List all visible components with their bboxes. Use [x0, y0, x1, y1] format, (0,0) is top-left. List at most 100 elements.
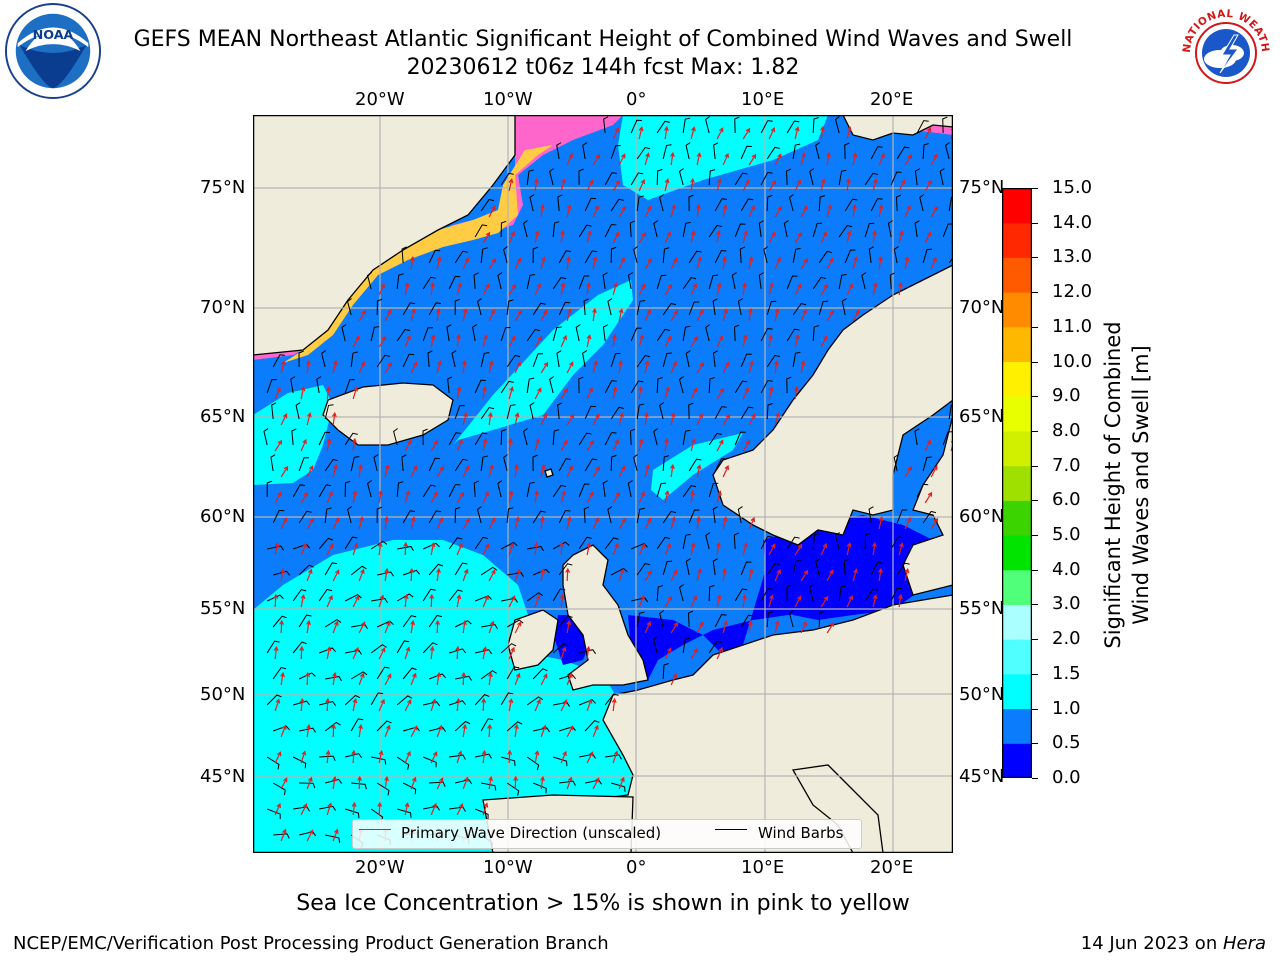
wind-barb: [500, 692, 514, 706]
wave-direction-arrow: [461, 359, 467, 374]
wind-barb: [532, 302, 546, 316]
wind-barb: [318, 647, 336, 654]
wave-direction-arrow: [612, 386, 618, 400]
wind-barb: [734, 431, 746, 446]
wave-direction-arrow: [514, 672, 521, 686]
wave-direction-arrow: [664, 283, 673, 296]
wave-direction-arrow: [800, 620, 807, 634]
wind-barb: [792, 351, 801, 368]
colorbar-tick-mark: [1032, 569, 1038, 571]
wave-direction-arrow: [404, 490, 410, 504]
wave-direction-arrow: [664, 647, 672, 660]
wave-direction-arrow: [592, 153, 601, 166]
wind-barb: [270, 454, 276, 472]
wave-direction-arrow: [332, 828, 339, 842]
wind-barb: [346, 298, 352, 316]
wind-barb: [818, 300, 829, 316]
wave-direction-arrow: [300, 438, 307, 452]
wave-direction-arrow: [403, 541, 409, 556]
wave-direction-arrow: [768, 179, 777, 192]
wind-barb: [682, 325, 691, 342]
lat-tick-right-45n: 45°N: [959, 766, 1005, 787]
colorbar-tick-mark: [1032, 188, 1038, 189]
wave-direction-arrow: [611, 333, 617, 348]
wave-direction-arrow: [845, 177, 851, 192]
wave-direction-arrow: [846, 230, 852, 244]
wind-barb: [422, 428, 428, 446]
wave-direction-arrow: [559, 593, 565, 608]
wave-direction-arrow: [462, 308, 468, 322]
wind-barb: [582, 142, 588, 160]
wave-direction-arrow: [819, 125, 825, 140]
wind-barb: [792, 143, 801, 160]
wind-barb: [506, 507, 514, 524]
wind-barb: [422, 484, 436, 498]
wave-direction-arrow: [305, 359, 311, 374]
wave-direction-arrow: [930, 205, 939, 218]
wind-barb: [682, 276, 697, 290]
wave-direction-arrow: [514, 309, 523, 322]
colorbar-segment: [1002, 604, 1032, 640]
wind-barb: [293, 700, 311, 706]
wave-direction-arrow: [462, 256, 470, 270]
wave-direction-arrow: [644, 360, 650, 374]
wind-barb: [630, 327, 642, 342]
wind-barb: [662, 510, 677, 524]
wind-barb: [345, 649, 362, 655]
wind-barb: [578, 275, 590, 290]
wave-direction-arrow: [585, 281, 591, 296]
lat-tick-right-75n: 75°N: [959, 177, 1005, 198]
wind-barb: [922, 510, 937, 524]
wave-direction-arrow: [507, 437, 513, 452]
wind-barb: [760, 380, 773, 394]
wind-barb: [712, 558, 718, 576]
wind-barb: [582, 350, 588, 368]
colorbar-segment: [1002, 361, 1032, 397]
wave-direction-arrow: [462, 412, 468, 426]
wind-barb: [370, 692, 384, 706]
colorbar-tick-mark: [1032, 639, 1038, 641]
wind-barb: [838, 224, 853, 238]
wind-barb: [455, 779, 473, 785]
wave-direction-arrow: [800, 308, 807, 322]
wave-direction-arrow: [663, 437, 669, 452]
wind-barb: [428, 249, 441, 264]
wave-direction-arrow: [592, 256, 598, 270]
wind-barb: [834, 116, 840, 134]
wave-direction-arrow: [410, 725, 418, 738]
wind-barb: [344, 480, 351, 498]
wave-direction-arrow: [670, 309, 679, 322]
wave-direction-arrow: [482, 231, 491, 244]
wave-direction-arrow: [898, 230, 904, 244]
wave-direction-arrow: [560, 646, 567, 660]
wind-barb: [688, 194, 694, 212]
wind-barb: [318, 537, 334, 550]
wind-barb: [688, 301, 700, 316]
wave-direction-arrow: [488, 360, 494, 374]
wind-barb: [734, 223, 746, 238]
wave-direction-arrow: [507, 749, 513, 764]
wave-direction-arrow: [306, 517, 315, 530]
colorbar-segment: [1002, 673, 1032, 710]
wave-direction-arrow: [404, 334, 411, 348]
wind-barb: [480, 455, 488, 472]
wave-direction-arrow: [377, 801, 383, 816]
wave-direction-arrow: [612, 231, 620, 244]
wave-direction-arrow: [332, 775, 337, 790]
wind-barb: [480, 198, 495, 212]
wave-direction-arrow: [742, 439, 751, 452]
wave-direction-arrow: [326, 490, 333, 504]
wind-barb: [809, 584, 814, 602]
wind-barb: [423, 701, 441, 707]
wind-barb: [636, 299, 646, 316]
wave-direction-arrow: [670, 672, 678, 686]
wind-barb: [656, 120, 670, 134]
wave-direction-arrow: [487, 723, 493, 738]
wind-barb: [630, 172, 644, 186]
wave-direction-arrow: [846, 283, 854, 296]
wind-barb: [370, 644, 387, 654]
wind-barb: [636, 562, 651, 576]
wind-barb: [705, 532, 711, 550]
wave-direction-arrow: [669, 151, 675, 166]
wave-direction-arrow: [690, 335, 699, 348]
